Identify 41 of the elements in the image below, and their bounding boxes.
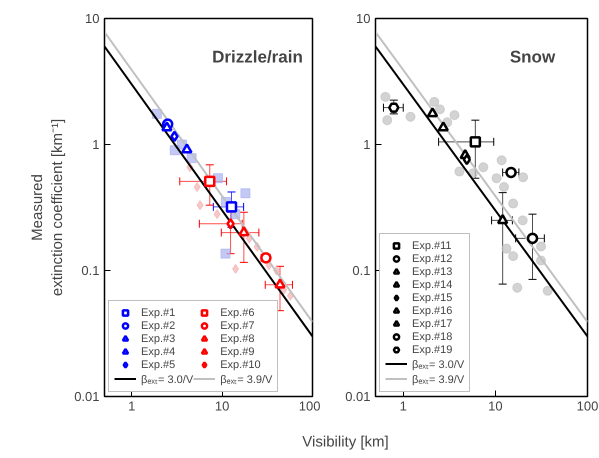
legend-label: βₑₓₜ= 3.9/V bbox=[412, 373, 464, 386]
legend-label: Exp.#19 bbox=[412, 344, 452, 356]
x-tick-label: 10 bbox=[488, 398, 503, 414]
y-tick-label: 0.1 bbox=[81, 263, 100, 278]
legend-label: βₑₓₜ= 3.0/V bbox=[412, 358, 464, 371]
legend-label: Exp.#8 bbox=[220, 332, 254, 344]
x-tick-label: 100 bbox=[576, 398, 598, 414]
legend-label: Exp.#18 bbox=[412, 330, 452, 342]
text: Drizzle/rain bbox=[212, 48, 303, 66]
y-tick-label: 1 bbox=[92, 137, 100, 152]
x-tick-label: 1 bbox=[400, 398, 407, 414]
legend-label: Exp.#2 bbox=[141, 320, 176, 332]
y-axis-title: Measured extinction coefficient [km⁻¹] bbox=[28, 118, 66, 296]
y-tick-label: 10 bbox=[85, 11, 100, 26]
legend-label: Exp.#15 bbox=[412, 292, 452, 304]
legend-label: Exp.#6 bbox=[220, 306, 254, 318]
legend-label: Exp.#1 bbox=[141, 306, 176, 318]
legend-label: Exp.#13 bbox=[412, 266, 452, 278]
legend-label: Exp.#10 bbox=[220, 358, 261, 370]
legend-label: Exp.#4 bbox=[141, 346, 176, 358]
legend-label: Exp.#9 bbox=[220, 346, 254, 358]
legend-label: Exp.#5 bbox=[141, 358, 176, 370]
legend-label: Exp.#3 bbox=[141, 332, 176, 344]
y-tick-label: 0.1 bbox=[352, 263, 371, 278]
legend-label: Exp.#11 bbox=[412, 240, 452, 252]
legend-label: βₑₓₜ= 3.0/V bbox=[141, 373, 194, 386]
x-tick-label: 1 bbox=[128, 398, 136, 414]
y-tick-label: 0.01 bbox=[74, 389, 100, 404]
legend-label: Exp.#12 bbox=[412, 252, 452, 264]
legend-label: βₑₓₜ= 3.9/V bbox=[220, 373, 272, 386]
text: Snow bbox=[510, 48, 556, 66]
legend-label: Exp.#7 bbox=[220, 320, 254, 332]
y-tick-label: 10 bbox=[356, 11, 371, 26]
legend-label: Exp.#17 bbox=[412, 318, 452, 330]
x-axis-title: Visibility [km] bbox=[302, 434, 389, 450]
x-tick-label: 100 bbox=[298, 398, 321, 414]
legend-label: Exp.#16 bbox=[412, 304, 452, 316]
legend-label: Exp.#14 bbox=[412, 278, 452, 290]
x-tick-label: 10 bbox=[214, 398, 230, 414]
y-tick-label: 1 bbox=[363, 137, 371, 152]
y-tick-label: 0.01 bbox=[345, 389, 371, 404]
